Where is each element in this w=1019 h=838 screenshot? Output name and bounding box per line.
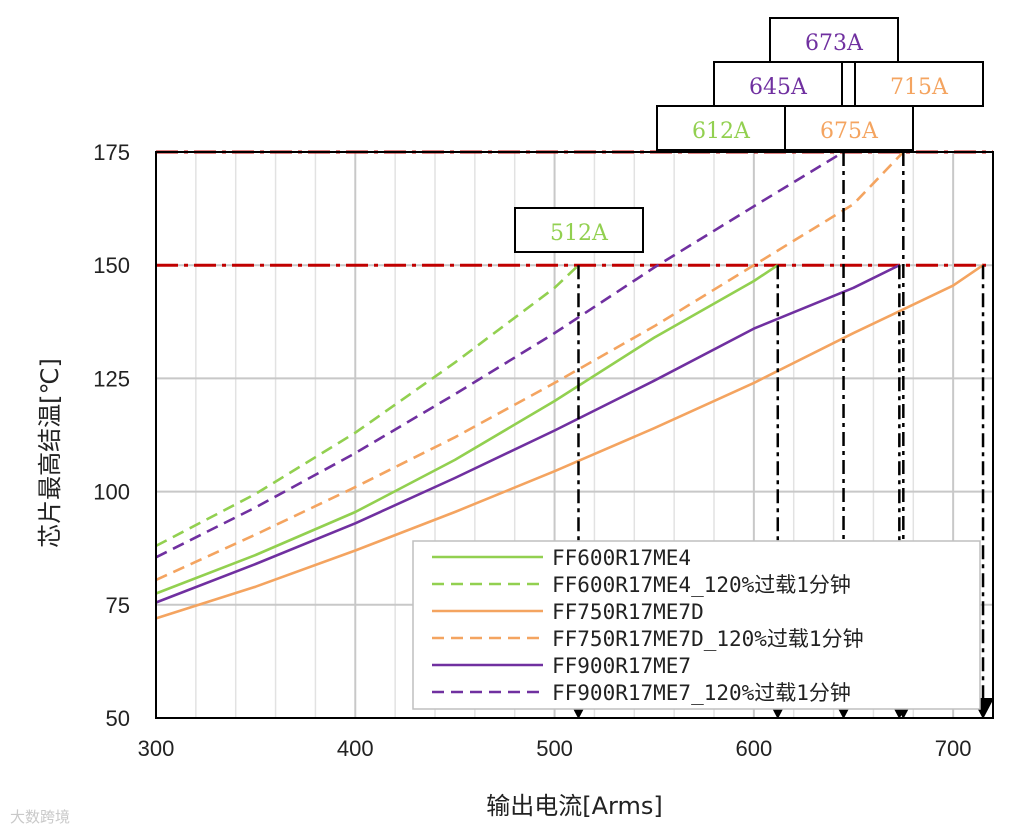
- legend-box: [412, 540, 981, 710]
- x-tick-labels: 300 400 500 600 700: [138, 736, 972, 761]
- x-tick-label: 300: [138, 736, 175, 761]
- legend: FF600R17ME4 FF600R17ME4_120%过载1分钟 FF750R17…: [412, 540, 981, 710]
- callout-box-2: [656, 105, 786, 151]
- series-line-3: [155, 264, 984, 620]
- x-axis-title: 输出电流[Arms]: [486, 792, 662, 820]
- callout-box-6: [769, 17, 899, 63]
- series-line-4: [155, 151, 905, 582]
- series-lines: [155, 150, 984, 620]
- y-tick-label: 125: [93, 366, 130, 391]
- y-tick-label: 50: [106, 706, 130, 731]
- watermark: 大数跨境: [10, 808, 71, 826]
- y-tick-labels: 50 75 100 125 150 175: [93, 140, 130, 731]
- x-tick-label: 500: [536, 736, 573, 761]
- callout-box-3: [784, 105, 914, 151]
- y-axis-title: 芯片最高结温[℃]: [36, 358, 64, 548]
- callout-label-2: 612A: [692, 119, 751, 144]
- callout-box-1: [514, 207, 644, 253]
- y-tick-label: 75: [106, 593, 130, 618]
- legend-label-2: FF600R17ME4_120%过载1分钟: [552, 573, 851, 597]
- plot-frame: [155, 151, 994, 719]
- callout-box-5: [713, 61, 843, 107]
- x-tick-label: 700: [935, 736, 972, 761]
- y-tick-label: 175: [93, 140, 130, 165]
- y-tick-label: 100: [93, 480, 130, 505]
- callout-label-6: 673A: [805, 31, 864, 56]
- callout-label-5: 645A: [749, 75, 808, 100]
- series-line-2: [155, 264, 580, 548]
- legend-label-3: FF750R17ME7D: [552, 600, 704, 624]
- x-tick-label: 600: [735, 736, 772, 761]
- callout-box-4: [854, 61, 984, 107]
- series-line-5: [155, 264, 900, 604]
- legend-label-4: FF750R17ME7D_120%过载1分钟: [552, 627, 864, 651]
- series-line-1: [155, 264, 779, 595]
- series-line-6: [155, 150, 845, 559]
- legend-label-1: FF600R17ME4: [552, 546, 691, 570]
- callout-label-4: 715A: [890, 75, 949, 100]
- callout-label-1: 512A: [550, 221, 609, 246]
- callout-labels: 512A 612A 675A 715A 645A 673A: [514, 17, 984, 253]
- legend-label-5: FF900R17ME7: [552, 654, 691, 678]
- callout-label-3: 675A: [820, 119, 879, 144]
- legend-label-6: FF900R17ME7_120%过载1分钟: [552, 681, 851, 705]
- y-tick-label: 150: [93, 253, 130, 278]
- x-tick-label: 400: [337, 736, 374, 761]
